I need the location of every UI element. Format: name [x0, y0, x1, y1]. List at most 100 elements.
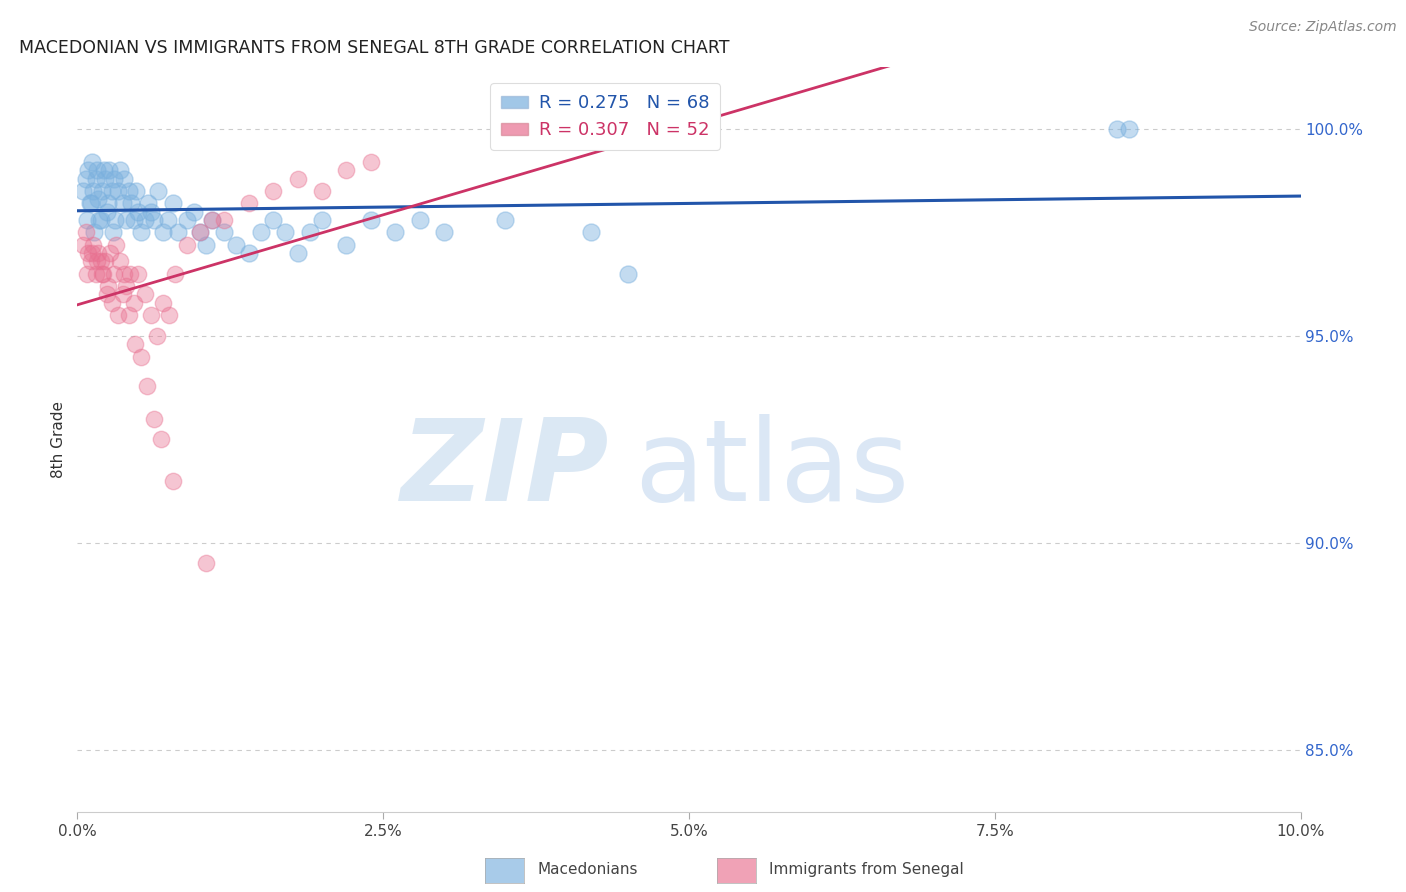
- Point: [287, 171, 309, 186]
- Point: [111, 196, 134, 211]
- Point: [250, 226, 273, 240]
- Point: [188, 226, 211, 240]
- Point: [238, 196, 260, 211]
- Point: [115, 279, 138, 293]
- Point: [83, 226, 105, 240]
- Point: [335, 237, 357, 252]
- Point: [201, 213, 224, 227]
- Point: [105, 237, 128, 252]
- Point: [93, 163, 115, 178]
- Point: [94, 254, 117, 268]
- Point: [103, 171, 125, 186]
- Point: [108, 254, 131, 268]
- Point: [90, 267, 112, 281]
- Point: [128, 267, 150, 281]
- Point: [124, 337, 146, 351]
- Point: [97, 196, 120, 211]
- Point: [139, 204, 162, 219]
- Point: [87, 192, 110, 206]
- Point: [128, 204, 150, 219]
- Point: [1107, 122, 1129, 136]
- Point: [1118, 122, 1140, 136]
- Text: Immigrants from Senegal: Immigrants from Senegal: [769, 863, 965, 877]
- Point: [384, 226, 406, 240]
- Point: [274, 226, 297, 240]
- Legend: R = 0.275   N = 68, R = 0.307   N = 52: R = 0.275 N = 68, R = 0.307 N = 52: [491, 83, 720, 150]
- Point: [112, 267, 135, 281]
- Point: [108, 163, 131, 178]
- Point: [104, 213, 127, 227]
- Point: [80, 254, 103, 268]
- Point: [311, 184, 333, 198]
- Point: [166, 226, 188, 240]
- Point: [97, 279, 120, 293]
- Point: [617, 267, 640, 281]
- Text: atlas: atlas: [634, 414, 910, 524]
- Point: [298, 226, 321, 240]
- Point: [335, 163, 357, 178]
- Point: [122, 295, 145, 310]
- Point: [87, 246, 110, 260]
- Point: [188, 226, 211, 240]
- Point: [162, 196, 184, 211]
- Point: [176, 237, 198, 252]
- Point: [90, 254, 112, 268]
- Point: [75, 171, 97, 186]
- Point: [152, 295, 174, 310]
- Point: [90, 213, 112, 227]
- Point: [122, 213, 145, 227]
- Point: [149, 432, 172, 446]
- Point: [287, 246, 309, 260]
- Point: [86, 254, 108, 268]
- Point: [80, 155, 103, 169]
- Point: [98, 246, 121, 260]
- Point: [120, 196, 142, 211]
- Point: [194, 557, 217, 571]
- Point: [82, 237, 104, 252]
- Point: [98, 163, 121, 178]
- Text: ZIP: ZIP: [401, 414, 609, 524]
- Point: [194, 237, 217, 252]
- Point: [201, 213, 224, 227]
- Point: [134, 287, 156, 301]
- Point: [152, 226, 174, 240]
- Point: [112, 171, 135, 186]
- Point: [80, 246, 103, 260]
- Point: [360, 155, 382, 169]
- Point: [101, 226, 124, 240]
- Point: [579, 226, 602, 240]
- Point: [82, 184, 104, 198]
- Point: [84, 171, 107, 186]
- Point: [72, 237, 94, 252]
- Point: [79, 196, 101, 211]
- Point: [165, 267, 187, 281]
- Point: [143, 213, 166, 227]
- Point: [139, 308, 162, 322]
- Point: [262, 213, 284, 227]
- Point: [103, 267, 125, 281]
- Point: [136, 378, 159, 392]
- Point: [118, 308, 141, 322]
- Point: [75, 226, 97, 240]
- Point: [134, 213, 156, 227]
- Point: [107, 308, 129, 322]
- Point: [238, 246, 260, 260]
- Point: [157, 308, 180, 322]
- Point: [176, 213, 198, 227]
- Point: [76, 267, 98, 281]
- Point: [136, 196, 159, 211]
- Point: [162, 474, 184, 488]
- Point: [118, 184, 141, 198]
- Point: [111, 287, 134, 301]
- Point: [156, 213, 179, 227]
- Point: [129, 226, 152, 240]
- Point: [212, 213, 235, 227]
- Point: [86, 163, 108, 178]
- Y-axis label: 8th Grade: 8th Grade: [51, 401, 66, 478]
- Point: [360, 213, 382, 227]
- Point: [225, 237, 247, 252]
- Point: [100, 184, 122, 198]
- Point: [212, 226, 235, 240]
- Point: [409, 213, 432, 227]
- Text: Macedonians: Macedonians: [537, 863, 637, 877]
